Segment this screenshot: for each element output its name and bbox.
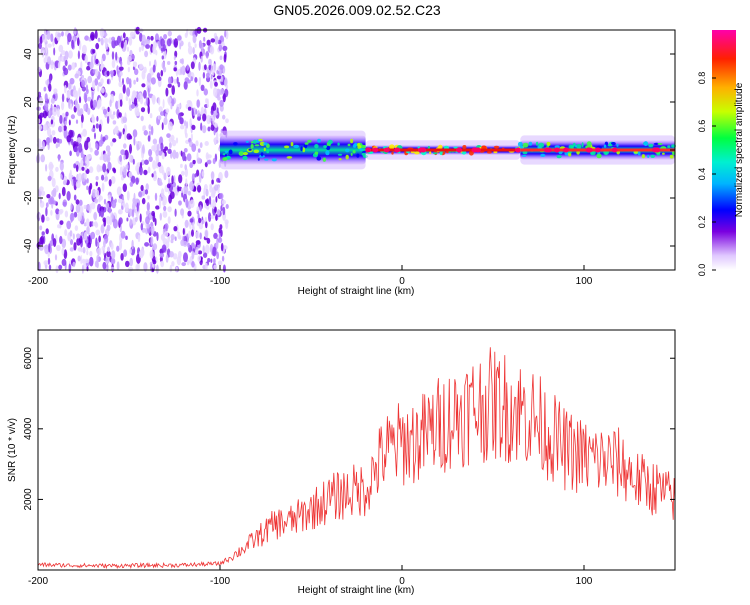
snr-y-ticks: 2000 4000 6000 [23, 347, 675, 511]
colorbar-tick-label: 0.6 [697, 120, 707, 133]
colorbar-tick-label: 0.8 [697, 72, 707, 85]
colorbar: 0.0 0.2 0.4 0.6 0.8 Normalized spectral ampl… [697, 30, 745, 276]
spectrogram-x-ticks: -200 -100 0 100 [28, 265, 593, 287]
snr-panel: -200 -100 0 100 2000 4000 6000 Height of stra… [7, 329, 676, 596]
snr-y-tick-label: 4000 [23, 417, 34, 440]
snr-x-tick-label: -100 [210, 576, 230, 587]
spectrogram-y-tick-label: 0 [23, 147, 34, 153]
heatmap-region-band-early [220, 130, 369, 170]
spectrogram-x-tick-label: 100 [576, 276, 593, 287]
spectrogram-y-tick-label: 20 [23, 96, 34, 108]
spectrogram-y-label: Frequency (Hz) [7, 116, 18, 185]
colorbar-tick-label: 0.4 [697, 168, 707, 181]
snr-x-tick-label: -200 [28, 576, 48, 587]
spectrogram-marks [36, 26, 676, 274]
figure-title: GN05.2026.009.02.52.C23 [273, 2, 441, 18]
spectrogram-y-tick-label: -20 [23, 190, 34, 205]
heatmap-region-band-late [517, 135, 676, 165]
colorbar-ticks: 0.0 0.2 0.4 0.6 0.8 [697, 72, 716, 277]
snr-y-label: SNR (10 * v/v) [7, 418, 18, 482]
snr-series-line [37, 347, 676, 570]
snr-y-tick-label: 2000 [23, 488, 34, 511]
heatmap-region-noise [36, 26, 229, 274]
colorbar-gradient [712, 30, 736, 270]
spectrogram-x-tick-label: -100 [210, 276, 230, 287]
spectrogram-x-tick-label: -200 [28, 276, 48, 287]
spectrogram-y-ticks: -40 -20 0 20 40 [23, 48, 675, 253]
heatmap-region-band-core [365, 140, 523, 160]
snr-x-tick-label: 100 [576, 576, 593, 587]
spectrogram-x-tick-label: 0 [399, 276, 405, 287]
spectrogram-y-tick-label: 40 [23, 48, 34, 60]
spectrogram-x-label: Height of straight line (km) [298, 286, 415, 297]
snr-frame [37, 329, 676, 571]
snr-y-tick-label: 6000 [23, 347, 34, 370]
colorbar-tick-label: 0.2 [697, 216, 707, 229]
spectrogram-y-tick-label: -40 [23, 238, 34, 253]
snr-x-tick-label: 0 [399, 576, 405, 587]
snr-x-label: Height of straight line (km) [298, 585, 415, 596]
colorbar-tick-label: 0.0 [697, 264, 707, 277]
colorbar-label: Normalized spectral amplitude [734, 82, 745, 217]
snr-x-ticks: -200 -100 0 100 [28, 565, 593, 587]
